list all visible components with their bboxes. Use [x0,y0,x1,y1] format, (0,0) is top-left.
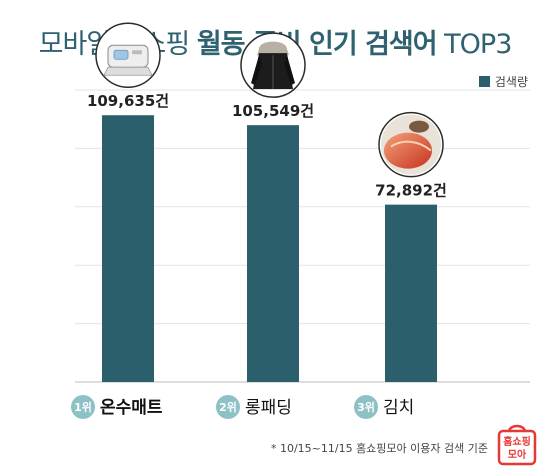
rank-text: 1위 [74,401,92,414]
rank-text: 2위 [219,401,237,414]
category-name: 김치 [383,398,414,418]
rank-badge [354,395,378,419]
rank-badge [71,395,95,419]
mat-controller-button [132,50,142,55]
padded-jacket-icon [240,32,306,98]
kimchi-icon [378,111,444,178]
bars [102,115,437,383]
value-label: 109,635건 [87,92,169,110]
title-emphasis: 월동 준비 인기 검색어 [196,29,438,60]
logo-text-line1: 홈쇼핑 [503,435,531,448]
kimchi-leaf-highlight [390,140,432,152]
category-label: 1위 온수매트 [71,395,163,419]
mat-controller-base [103,66,153,76]
jacket-right-sleeve [284,55,295,86]
rank-text: 3위 [357,401,375,414]
footnote: * 10/15~11/15 홈쇼핑모아 이용자 검색 기준 [270,442,488,455]
category-name: 온수매트 [100,398,163,418]
mat-controller-screen [113,49,129,60]
value-label: 105,549건 [232,102,314,120]
category-label: 3위 김치 [354,395,414,419]
legend-label: 검색량 [494,75,528,89]
legend-swatch [478,76,490,87]
hot-water-mat-icon [95,22,161,88]
homeshopping-moa-logo: 홈쇼핑 모아 [497,424,537,466]
rank-badge [216,395,240,419]
kimchi-garnish [409,120,429,133]
jacket-fur-hood [257,41,289,56]
kimchi-cabbage [384,132,432,169]
category-labels: 1위 온수매트 2위 롱패딩 3위 김치 [71,395,414,419]
title-suffix: TOP3 [436,29,512,60]
bar [102,115,154,382]
category-label: 2위 롱패딩 [216,395,292,419]
bar [385,204,437,382]
logo-text-line2: 모아 [508,448,527,461]
legend: 검색량 [478,73,528,90]
jacket-left-sleeve [251,55,262,86]
bar [247,125,299,383]
product-images [95,22,444,178]
value-label: 72,892건 [375,182,447,200]
value-labels: 109,635건 105,549건 72,892건 [87,92,447,199]
category-name: 롱패딩 [245,398,292,418]
logo-bag [497,429,537,466]
